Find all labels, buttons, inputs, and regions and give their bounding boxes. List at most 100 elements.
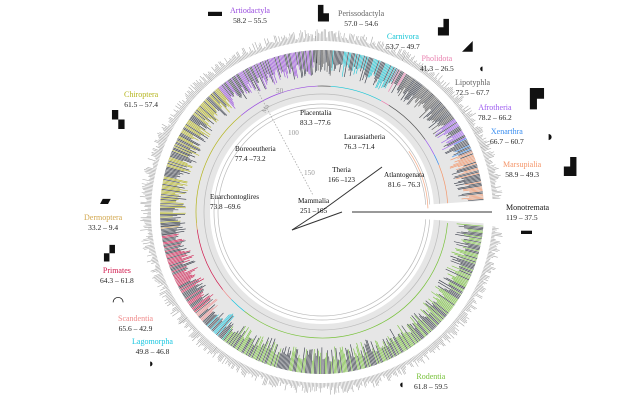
- trait-bar: [204, 342, 212, 352]
- trait-bar: [480, 274, 489, 279]
- trait-bar: [391, 367, 396, 376]
- trait-bar: [366, 42, 369, 48]
- clade-label-afrotheria: Afrotheria 78.2 – 66.2: [478, 103, 512, 123]
- trait-bar: [203, 82, 208, 86]
- tip-branch: [386, 338, 396, 357]
- tip-branch: [166, 166, 190, 174]
- tip-branch: [397, 324, 413, 347]
- trait-bar: [192, 327, 197, 331]
- trait-bar: [283, 35, 287, 45]
- tip-branch: [334, 346, 338, 374]
- tip-branch: [315, 50, 317, 71]
- tip-branch: [303, 349, 308, 374]
- tip-branch: [266, 59, 274, 75]
- trait-bar: [156, 270, 162, 273]
- trait-bar: [361, 378, 363, 382]
- tip-branch: [461, 174, 480, 179]
- tip-branch: [190, 116, 207, 129]
- tip-branch: [193, 297, 211, 311]
- trait-bar: [207, 343, 213, 349]
- tip-branch: [206, 314, 219, 327]
- tip-branch: [222, 326, 234, 341]
- tip-branch: [356, 346, 363, 370]
- trait-bar: [466, 303, 476, 310]
- tip-branch: [208, 96, 228, 116]
- trait-bar: [154, 140, 165, 146]
- trait-bar: [393, 52, 396, 57]
- trait-bar: [145, 168, 157, 172]
- tip-branch: [458, 149, 472, 156]
- trait-bar: [480, 145, 490, 150]
- tip-branch: [393, 341, 402, 354]
- trait-bar: [491, 234, 503, 237]
- trait-bar: [259, 42, 264, 52]
- trait-bar: [350, 35, 353, 44]
- tip-branch: [457, 270, 471, 277]
- tip-branch: [384, 66, 395, 88]
- tip-branch: [374, 60, 381, 76]
- trait-bar: [379, 41, 384, 52]
- trait-bar: [421, 67, 426, 74]
- trait-bar: [490, 238, 496, 240]
- tip-branch: [368, 59, 376, 78]
- trait-bar: [151, 261, 159, 265]
- tip-branch: [346, 349, 352, 372]
- tip-branch: [266, 341, 276, 365]
- tip-branch: [449, 281, 465, 291]
- tip-branch: [406, 82, 420, 100]
- trait-bar: [197, 335, 204, 342]
- tip-branch: [279, 55, 286, 78]
- tip-branch: [165, 248, 181, 254]
- trait-bar: [207, 71, 215, 80]
- trait-bar: [435, 80, 440, 85]
- tip-branch: [178, 136, 194, 145]
- trait-bar: [140, 201, 152, 204]
- tip-branch: [396, 73, 408, 90]
- tip-branch: [421, 92, 433, 105]
- trait-bar: [159, 138, 167, 143]
- tip-branch: [457, 152, 473, 159]
- tip-branch: [365, 57, 373, 77]
- trait-bar: [248, 367, 252, 375]
- tip-branch: [337, 359, 340, 374]
- trait-bar: [470, 125, 475, 128]
- tip-branch: [421, 319, 433, 332]
- trait-bar: [490, 241, 501, 244]
- trait-bar: [435, 339, 441, 345]
- trait-bar: [358, 36, 362, 46]
- trait-bar: [402, 362, 407, 368]
- tip-branch: [178, 279, 197, 289]
- trait-bar: [231, 56, 237, 65]
- tip-branch: [306, 50, 310, 75]
- clade-name: Rodentia: [416, 372, 446, 381]
- trait-bar: [481, 272, 486, 275]
- tip-branch: [179, 134, 199, 146]
- trait-bar: [463, 110, 472, 117]
- tip-branch: [262, 61, 268, 74]
- trait-bar: [271, 42, 274, 49]
- trait-bar: [491, 185, 496, 188]
- tip-branch: [370, 59, 378, 77]
- tip-branch: [457, 160, 476, 168]
- tip-branch: [456, 249, 478, 257]
- tip-branch: [241, 71, 252, 89]
- tip-branch: [334, 359, 337, 374]
- tip-branch: [349, 351, 354, 371]
- tip-branch: [353, 54, 359, 75]
- trait-bar: [275, 35, 279, 47]
- trait-bar: [461, 310, 468, 315]
- trait-bar: [198, 337, 207, 348]
- tip-branch: [373, 60, 380, 75]
- tip-branch: [355, 352, 360, 370]
- tip-branch: [188, 294, 202, 304]
- trait-bar: [430, 343, 436, 350]
- tip-branch: [376, 341, 386, 362]
- trait-bar: [204, 340, 210, 347]
- tip-branch: [396, 72, 405, 86]
- tip-branch: [161, 189, 187, 194]
- tip-branch: [461, 196, 484, 200]
- trait-bar: [151, 257, 158, 260]
- trait-bar: [383, 45, 387, 53]
- tip-branch: [172, 269, 187, 276]
- trait-bar: [486, 259, 490, 262]
